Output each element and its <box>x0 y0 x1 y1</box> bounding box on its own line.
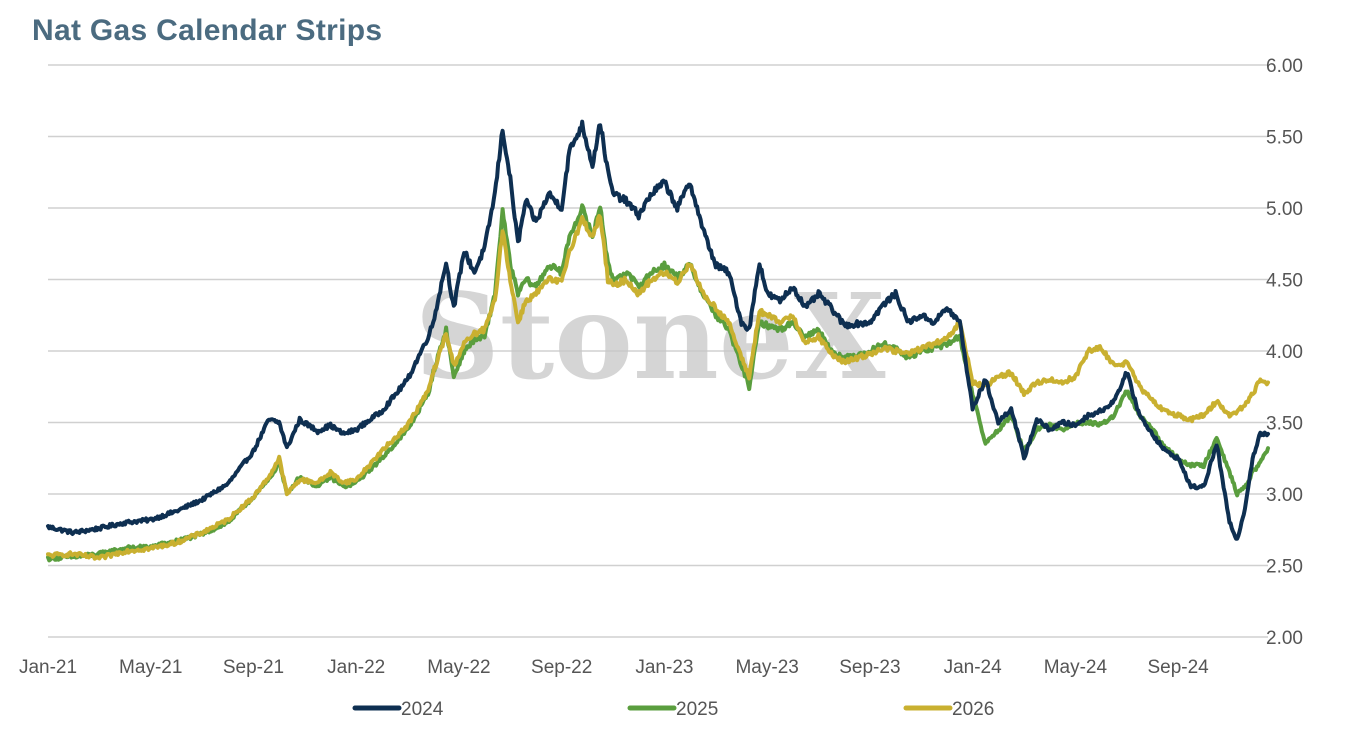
x-tick-label: May-24 <box>1044 657 1108 678</box>
y-tick-label: 3.50 <box>1266 414 1303 435</box>
x-tick-label: Sep-24 <box>1147 657 1209 678</box>
x-tick-label: Jan-23 <box>635 657 693 678</box>
x-tick-label: May-23 <box>735 657 798 678</box>
x-tick-label: May-22 <box>427 657 490 678</box>
x-tick-label: May-21 <box>119 657 182 678</box>
y-tick-label: 4.50 <box>1266 271 1303 292</box>
chart-title: Nat Gas Calendar Strips <box>32 14 383 47</box>
y-tick-label: 4.00 <box>1266 342 1303 363</box>
y-tick-label: 6.00 <box>1266 56 1303 77</box>
y-tick-label: 5.00 <box>1266 199 1303 220</box>
legend-label-2026: 2026 <box>952 699 994 720</box>
series-line-2024 <box>46 119 1270 541</box>
x-axis: Jan-21 May-21 Sep-21 Jan-22 May-22 Sep-22 Jan-… <box>19 657 1209 678</box>
legend-label-2025: 2025 <box>676 699 718 720</box>
x-tick-label: Jan-22 <box>327 657 385 678</box>
legend-label-2024: 2024 <box>401 699 444 720</box>
series-lines <box>46 119 1270 563</box>
gridlines <box>48 64 1268 638</box>
x-tick-label: Sep-23 <box>839 657 900 678</box>
x-tick-label: Jan-24 <box>944 657 1003 678</box>
y-axis: 6.00 5.50 5.00 4.50 4.00 3.50 3.00 2.50 2.00 <box>1266 56 1303 649</box>
x-tick-label: Jan-21 <box>19 657 77 678</box>
x-tick-label: Sep-22 <box>531 657 592 678</box>
series-line-2026 <box>46 213 1270 561</box>
y-tick-label: 5.50 <box>1266 128 1303 149</box>
y-tick-label: 2.50 <box>1266 557 1303 578</box>
legend: 2024 2025 2026 <box>352 699 994 720</box>
x-tick-label: Sep-21 <box>223 657 284 678</box>
y-tick-label: 2.00 <box>1266 628 1303 649</box>
y-tick-label: 3.00 <box>1266 485 1303 506</box>
